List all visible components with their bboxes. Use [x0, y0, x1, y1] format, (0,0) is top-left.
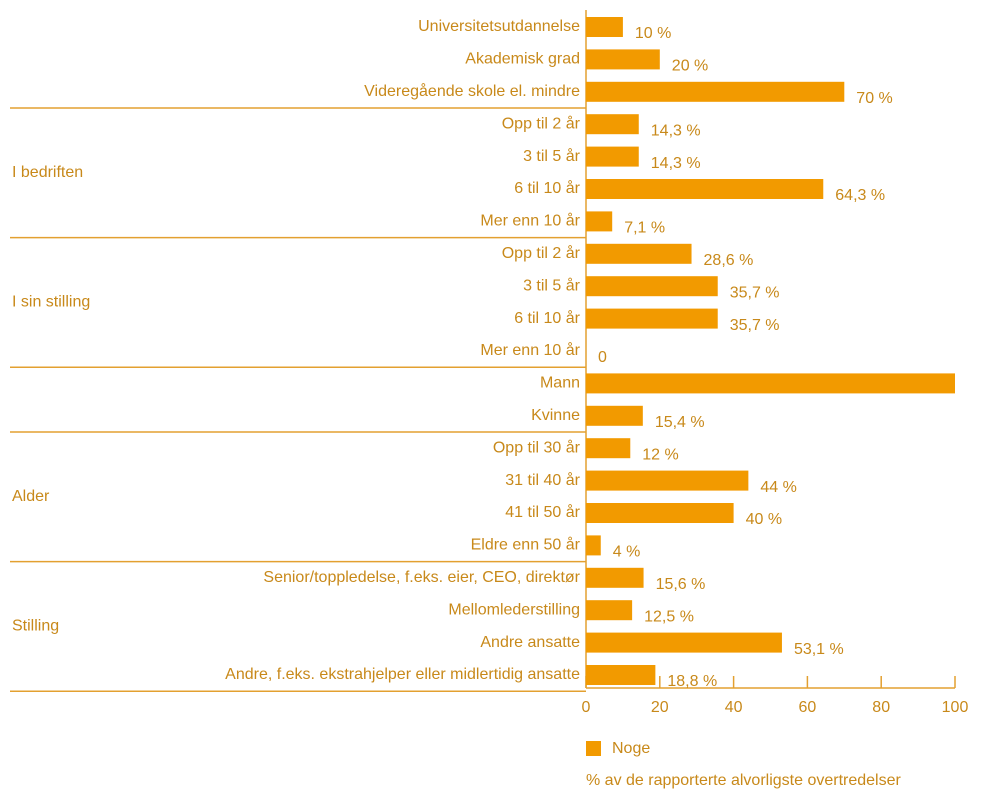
group-label: Alder: [12, 488, 50, 505]
group-label: I sin stilling: [12, 294, 90, 311]
legend-swatch: [586, 741, 601, 756]
y-tick-label: Opp til 2 år: [502, 244, 581, 262]
bar: [586, 503, 734, 523]
bar: [586, 146, 639, 167]
value-label: 20 %: [672, 58, 708, 75]
x-tick-label: 0: [582, 699, 591, 716]
x-tick-label: 100: [942, 699, 969, 716]
y-tick-label: 3 til 5 år: [523, 147, 581, 165]
value-label: 12,5 %: [644, 608, 694, 625]
value-label: 28,6 %: [704, 252, 754, 269]
x-tick-label: 20: [651, 699, 669, 716]
value-label: 70 %: [856, 90, 892, 107]
y-tick-label: Mann: [540, 375, 580, 392]
bar: [586, 17, 623, 37]
y-tick-label: 6 til 10 år: [514, 179, 580, 197]
x-tick-label: 80: [872, 699, 890, 716]
y-tick-label: Andre, f.eks. ekstrahjelper eller midler…: [225, 666, 580, 683]
value-label: 10 %: [635, 25, 671, 42]
value-label: 35,7 %: [730, 317, 780, 334]
bar: [586, 243, 692, 264]
group-label: I bedriften: [12, 164, 83, 181]
y-tick-label: Akademisk grad: [465, 51, 580, 68]
value-label: 15,6 %: [656, 576, 706, 593]
note: % av de rapporterte alvorligste overtred…: [586, 772, 901, 789]
y-tick-label: 31 til 40 år: [505, 471, 580, 489]
value-label: 53,1 %: [794, 641, 844, 658]
group-label: Stilling: [12, 618, 59, 635]
bar: [586, 114, 639, 135]
value-label: 35,7 %: [730, 284, 780, 301]
value-label: 18,8 %: [667, 673, 717, 690]
y-tick-label: Videregående skole el. mindre: [364, 82, 580, 100]
value-label: 40 %: [746, 511, 782, 528]
value-label: 12 %: [642, 446, 678, 463]
value-label: 0: [598, 349, 607, 366]
bar: [586, 665, 656, 685]
y-tick-label: 41 til 50 år: [505, 503, 580, 521]
value-label: 44 %: [760, 479, 796, 496]
bar: [586, 632, 782, 653]
bar: [586, 535, 601, 556]
bar: [586, 567, 644, 588]
x-tick-label: 40: [725, 699, 743, 716]
y-tick-label: Opp til 30 år: [493, 438, 581, 456]
value-label: 14,3 %: [651, 122, 701, 139]
y-tick-label: Eldre enn 50 år: [471, 536, 581, 554]
bar: [586, 179, 824, 199]
y-tick-label: Mer enn 10 år: [480, 212, 580, 230]
y-tick-label: Opp til 2 år: [502, 114, 581, 132]
bar: [586, 600, 633, 621]
bar: [586, 373, 955, 394]
bar: [586, 308, 718, 329]
value-label: 4 %: [613, 544, 641, 561]
value-label: 7,1 %: [624, 220, 665, 237]
y-tick-label: Kvinne: [531, 407, 580, 424]
bar: [586, 81, 845, 102]
y-tick-label: 3 til 5 år: [523, 276, 581, 294]
bar: [586, 276, 718, 297]
y-tick-label: 6 til 10 år: [514, 309, 580, 327]
y-tick-label: Universitetsutdannelse: [418, 18, 580, 35]
value-label: 15,4 %: [655, 414, 705, 431]
bar: [586, 49, 660, 70]
y-tick-label: Andre ansatte: [480, 634, 580, 651]
value-label: 64,3 %: [835, 187, 885, 204]
bar: [586, 211, 613, 232]
bar: [586, 438, 631, 459]
legend-label: Noge: [612, 740, 650, 757]
x-tick-label: 60: [799, 699, 817, 716]
y-tick-label: Mellomlederstilling: [448, 601, 580, 618]
bar: [586, 470, 749, 491]
y-tick-label: Mer enn 10 år: [480, 341, 580, 359]
bar: [586, 405, 643, 426]
y-tick-label: Senior/toppledelse, f.eks. eier, CEO, di…: [263, 569, 580, 586]
value-label: 14,3 %: [651, 155, 701, 172]
